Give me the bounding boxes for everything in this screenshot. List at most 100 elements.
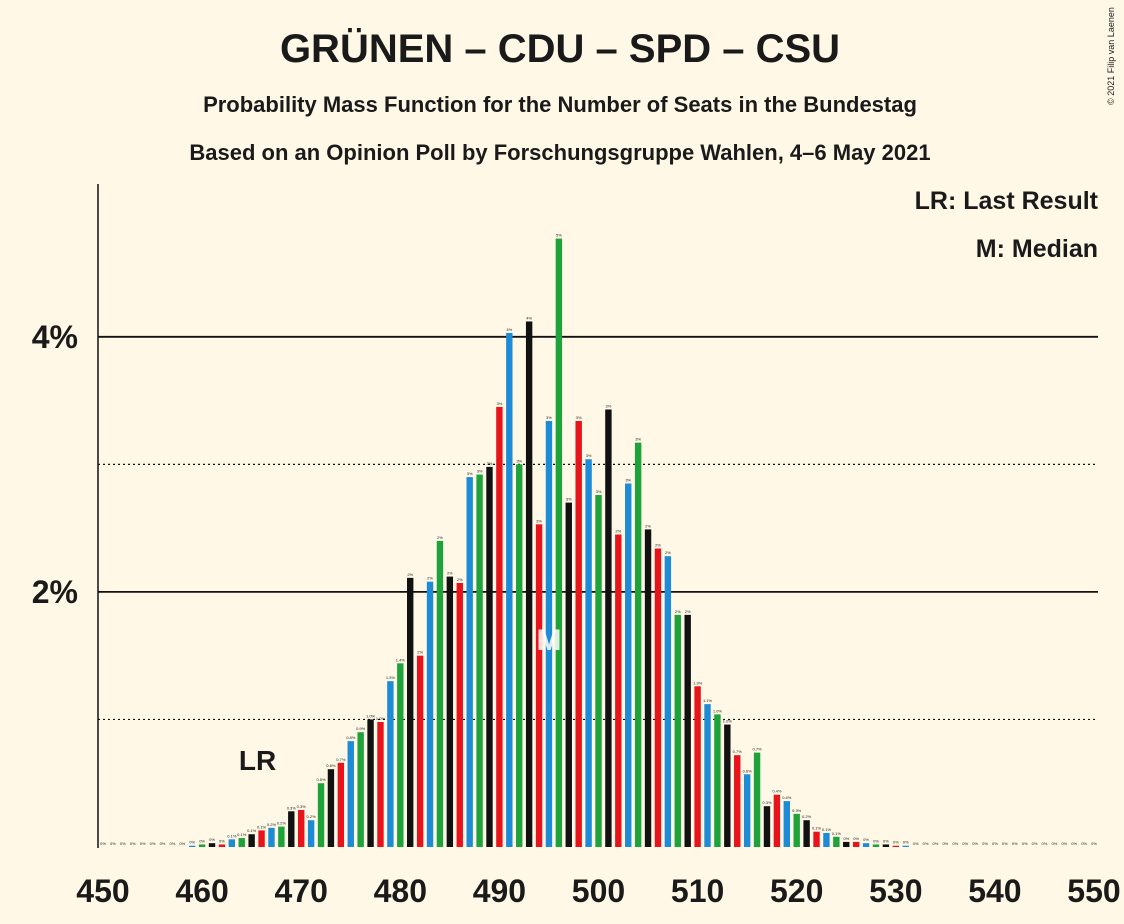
value-label: 0% [169, 841, 175, 846]
value-label: 0% [1042, 841, 1048, 846]
bar [208, 843, 216, 847]
value-label: 0% [130, 841, 136, 846]
bar [753, 752, 761, 847]
value-label: 1.3% [386, 675, 396, 680]
value-label: 3% [467, 471, 473, 476]
bar [506, 332, 513, 848]
bar [407, 577, 414, 847]
bar [902, 845, 909, 847]
bar [734, 755, 741, 847]
bar [387, 681, 394, 847]
value-label: 0% [903, 840, 909, 845]
value-label: 3% [516, 458, 522, 463]
bar [446, 576, 454, 847]
x-tick-label: 510 [671, 873, 724, 909]
legend-entry: LR: Last Result [915, 187, 1099, 215]
bar [852, 841, 860, 847]
value-label: 0.6% [743, 768, 753, 773]
annotation: LR [239, 745, 276, 776]
bar [337, 762, 345, 847]
value-label: 0% [1071, 841, 1077, 846]
y-tick-label: 4% [32, 319, 78, 355]
bar [278, 826, 285, 847]
value-label: 0% [853, 836, 859, 841]
x-tick-label: 460 [175, 873, 228, 909]
value-label: 0% [873, 838, 879, 843]
value-label: 2% [685, 609, 691, 614]
bar [833, 836, 840, 847]
bar [327, 769, 335, 847]
value-label: 2% [655, 543, 661, 548]
value-label: 0% [1081, 841, 1087, 846]
x-tick-label: 480 [374, 873, 427, 909]
x-tick-label: 540 [968, 873, 1021, 909]
subtitle: Based on an Opinion Poll by Forschungsgr… [189, 140, 930, 165]
bar [872, 844, 880, 847]
y-tick-label: 2% [32, 574, 78, 610]
x-tick-label: 500 [572, 873, 625, 909]
value-label: 1.0% [366, 713, 376, 718]
bar [258, 830, 265, 847]
value-label: 0.7% [733, 749, 743, 754]
value-label: 1.0% [713, 708, 723, 713]
bar [496, 406, 503, 847]
value-label: 2% [645, 523, 651, 528]
x-tick-label: 490 [473, 873, 526, 909]
value-label: 3% [536, 518, 542, 523]
value-label: 0.2% [277, 821, 287, 826]
value-label: 2% [447, 571, 453, 576]
copyright: © 2021 Filip van Laenen [1106, 7, 1116, 105]
value-label: 0.1% [227, 833, 237, 838]
value-label: 0.1% [237, 832, 247, 837]
value-label: 0% [972, 841, 978, 846]
bar [436, 540, 444, 847]
value-label: 0% [883, 838, 889, 843]
bar [456, 582, 463, 847]
bar [377, 721, 384, 847]
value-label: 0% [219, 838, 225, 843]
value-label: 0.2% [267, 822, 277, 827]
value-label: 0.7% [336, 757, 346, 762]
bar [803, 820, 810, 847]
value-label: 0% [942, 841, 948, 846]
bar [397, 663, 404, 847]
value-label: 3% [596, 489, 602, 494]
value-label: 0.1% [812, 826, 822, 831]
value-label: 1.0% [376, 716, 386, 721]
bar [694, 686, 701, 847]
value-label: 1.3% [693, 680, 703, 685]
bar [516, 464, 523, 847]
bar [317, 783, 325, 847]
value-label: 0.6% [326, 763, 336, 768]
bar [714, 714, 721, 847]
bar [843, 841, 850, 847]
value-label: 2% [437, 535, 443, 540]
value-label: 4% [506, 327, 512, 332]
value-label: 0.4% [782, 795, 792, 800]
bar [882, 844, 890, 847]
bar [823, 832, 830, 847]
value-label: 4% [526, 315, 532, 320]
subtitle: Probability Mass Function for the Number… [203, 92, 917, 117]
bar [813, 831, 820, 847]
value-label: 0% [1012, 841, 1018, 846]
value-label: 0.3% [297, 804, 307, 809]
value-label: 0.1% [247, 828, 257, 833]
legend-entry: M: Median [976, 235, 1098, 263]
bar [724, 724, 731, 847]
bar [605, 409, 612, 847]
value-label: 0% [110, 841, 116, 846]
value-label: 2% [417, 650, 423, 655]
value-label: 3% [497, 401, 503, 406]
bar [238, 838, 245, 847]
value-label: 0.8% [346, 735, 356, 740]
bar [545, 420, 553, 847]
bar [862, 843, 870, 847]
value-label: 1.4% [396, 657, 406, 662]
value-label: 0.9% [356, 726, 366, 731]
bar [416, 655, 424, 847]
bar [783, 801, 790, 847]
bar [218, 844, 226, 847]
bar [664, 556, 672, 847]
value-label: 0% [100, 841, 106, 846]
